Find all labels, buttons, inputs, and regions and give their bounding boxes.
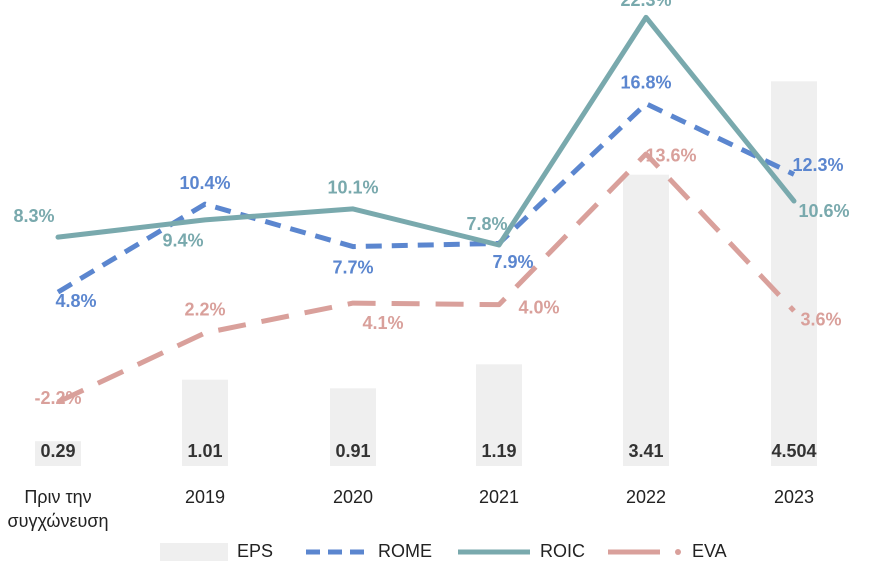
eps-bars (35, 81, 817, 467)
category-label-4: 2022 (626, 487, 666, 507)
eps-label-2: 0.91 (335, 441, 370, 461)
eps-bar-2 (330, 388, 376, 466)
legend-roic-label: ROIC (540, 541, 585, 561)
eps-bar-3 (476, 364, 522, 466)
eps-bar-0 (35, 441, 81, 466)
eps-label-4: 3.41 (628, 441, 663, 461)
roic-label-3: 7.8% (466, 214, 507, 234)
eps-bar-4 (623, 174, 669, 466)
eva-label-3: 4.0% (518, 297, 559, 317)
eps-bar-5 (771, 81, 817, 467)
eva-label-1: 2.2% (184, 300, 225, 320)
eps-label-5: 4.504 (771, 441, 816, 461)
rome-label-3: 7.9% (492, 252, 533, 272)
legend-eva-label: EVA (692, 541, 727, 561)
rome-label-1: 10.4% (179, 173, 230, 193)
eva-line (56, 151, 796, 405)
roic-label-5: 10.6% (798, 201, 849, 221)
category-axis-labels: Πριν την συγχώνευση 2019 2020 2021 2022 2023 (8, 487, 815, 531)
category-label-1: 2019 (185, 487, 225, 507)
category-label-0-1: συγχώνευση (8, 511, 109, 531)
eps-bar-1 (182, 379, 228, 466)
legend-rome-label: ROME (378, 541, 432, 561)
eps-label-3: 1.19 (481, 441, 516, 461)
eva-label-0: -2.2% (34, 388, 81, 408)
legend: EPS ROME ROIC EVA (160, 541, 727, 561)
rome-line (56, 101, 796, 295)
category-label-2: 2020 (333, 487, 373, 507)
roic-label-4: 22.3% (620, 0, 671, 10)
eva-label-5: 3.6% (800, 310, 841, 330)
eva-label-2: 4.1% (362, 313, 403, 333)
category-label-0-0: Πριν την (24, 487, 91, 507)
rome-label-5: 12.3% (792, 155, 843, 175)
legend-eps-label: EPS (237, 541, 273, 561)
rome-label-0: 4.8% (55, 291, 96, 311)
category-label-3: 2021 (479, 487, 519, 507)
roic-label-2: 10.1% (327, 178, 378, 198)
eps-label-1: 1.01 (187, 441, 222, 461)
series-lines (55, 14, 797, 405)
roic-label-1: 9.4% (162, 231, 203, 251)
legend-eps-swatch (160, 543, 228, 561)
roic-line (55, 14, 797, 248)
eps-label-0: 0.29 (40, 441, 75, 461)
legend-eva-swatch-dot (675, 549, 681, 555)
roic-label-0: 8.3% (13, 206, 54, 226)
rome-label-2: 7.7% (332, 257, 373, 277)
rome-label-4: 16.8% (620, 72, 671, 92)
eva-label-4: 13.6% (645, 146, 696, 166)
data-labels: 4.8% 10.4% 7.7% 7.9% 16.8% 12.3% 8.3% 9.4% 10.1%… (13, 0, 849, 461)
category-label-5: 2023 (774, 487, 814, 507)
